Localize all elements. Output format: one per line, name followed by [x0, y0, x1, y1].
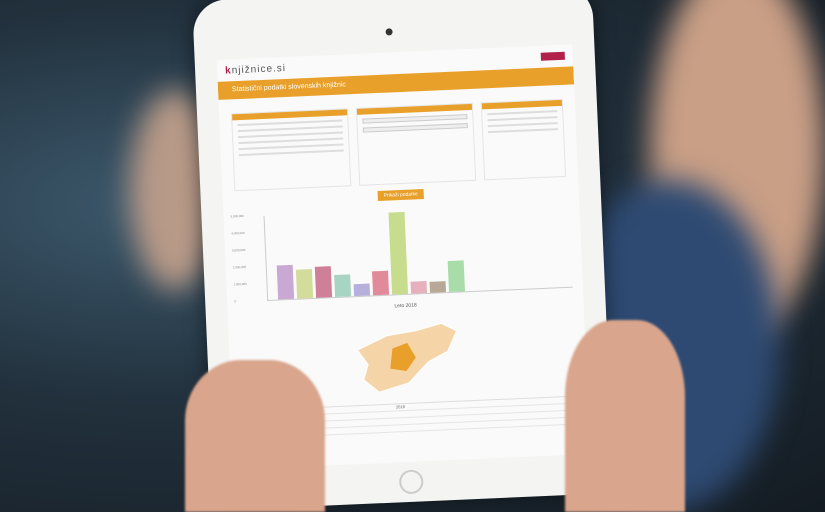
slovenia-map [356, 322, 458, 393]
partner-logo [540, 51, 565, 61]
logo[interactable]: knjižnice.si [225, 62, 286, 76]
bar[interactable] [429, 281, 447, 293]
screen: knjižnice.si Statistični podatki slovens… [216, 44, 591, 470]
indicator-panel [355, 102, 476, 186]
y-tick-label: 3,000,000 [231, 247, 246, 253]
y-tick-label: 4,000,000 [231, 230, 245, 236]
left-hand [185, 360, 325, 512]
indicator-select[interactable] [362, 114, 468, 124]
y-tick-label: 2,000,000 [232, 264, 247, 270]
camera [385, 28, 393, 36]
bar[interactable] [353, 283, 371, 297]
bar[interactable] [314, 266, 333, 298]
map-selected-region[interactable] [389, 342, 416, 372]
region-panel [231, 108, 352, 192]
bar[interactable] [388, 212, 409, 295]
show-data-button[interactable]: Prikaži podatke [377, 189, 425, 202]
bar[interactable] [295, 269, 314, 299]
y-tick-label: 5,000,000 [230, 213, 244, 219]
bar[interactable] [372, 270, 390, 296]
bar[interactable] [276, 264, 295, 300]
subindicator-select[interactable] [362, 123, 468, 133]
bar[interactable] [410, 281, 428, 294]
year-panel [480, 98, 567, 181]
tablet: knjižnice.si Statistični podatki slovens… [192, 0, 614, 511]
home-button[interactable] [398, 469, 424, 495]
bar-chart: 0 1,000,000 2,000,000 3,000,000 4,000,000 5,0… [230, 202, 573, 303]
y-tick-label: 0 [234, 299, 236, 304]
right-hand [565, 320, 685, 512]
bar[interactable] [447, 260, 465, 293]
logo-text: njižnice.si [231, 62, 287, 76]
y-tick-label: 1,000,000 [233, 281, 247, 287]
bar[interactable] [334, 274, 352, 298]
